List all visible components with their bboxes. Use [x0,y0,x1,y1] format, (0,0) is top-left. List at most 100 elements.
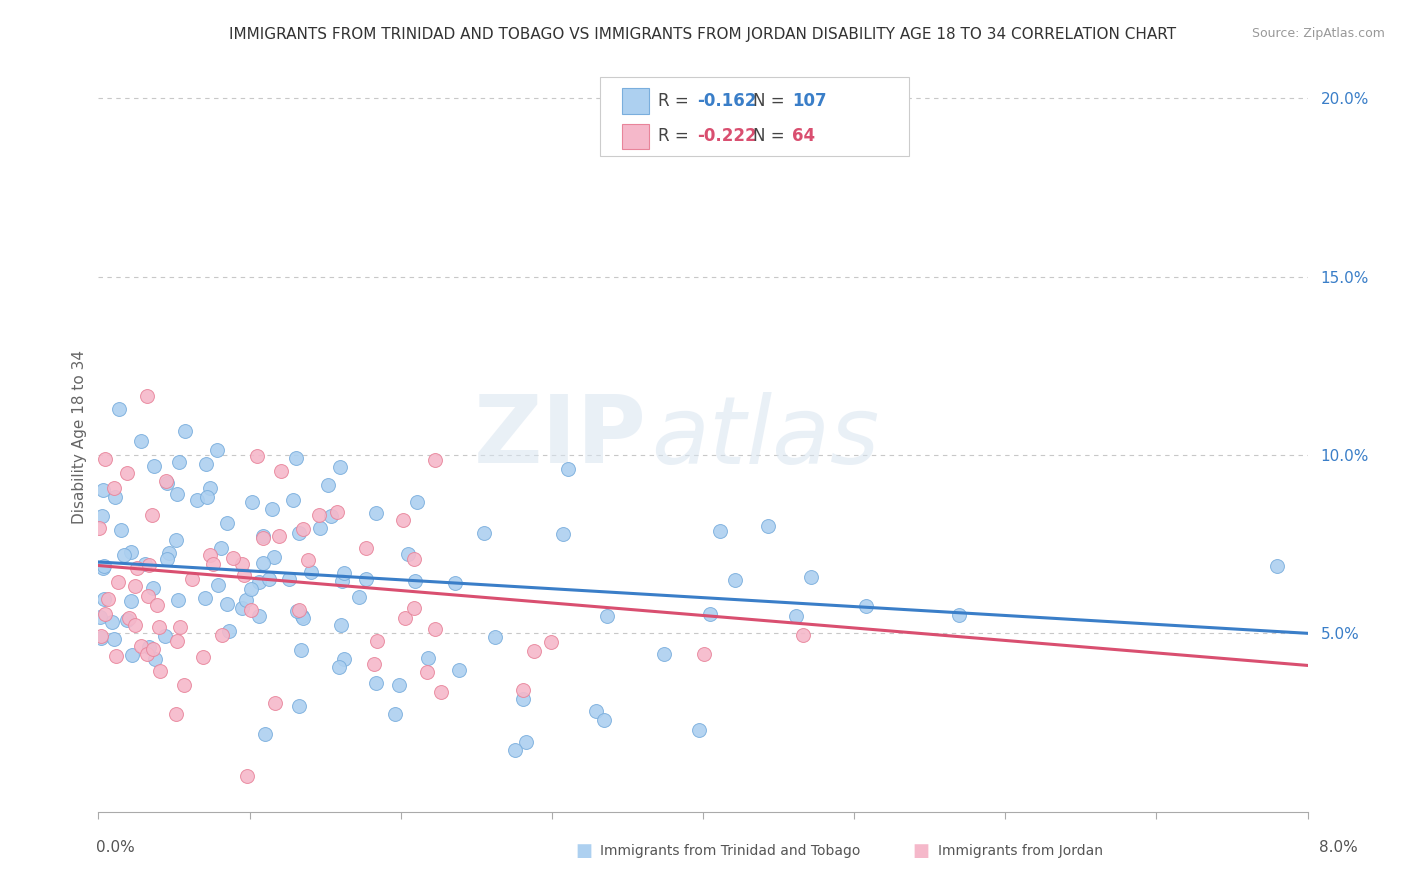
Point [202,558,225,572]
Point [425,453,447,467]
Point [299,565,322,579]
Point [596,609,619,624]
Point [240,602,263,616]
Point [124,579,146,593]
Point [107,575,129,590]
Text: -0.222: -0.222 [697,128,756,145]
Point [93,559,115,574]
Point [235,593,257,607]
Point [515,735,537,749]
Point [125,561,148,575]
Point [288,526,311,541]
Point [396,547,419,561]
Point [167,455,190,469]
Text: 0.0%: 0.0% [96,840,135,855]
Point [247,575,270,590]
Point [104,490,127,504]
Point [652,647,675,661]
Point [415,665,437,679]
Point [155,476,177,491]
Point [364,675,387,690]
Point [290,643,312,657]
Point [512,692,534,706]
Point [402,552,425,566]
Point [146,598,169,612]
Point [354,541,377,555]
Text: ■: ■ [575,842,592,860]
Point [217,597,239,611]
Point [153,629,176,643]
Point [756,519,779,533]
Point [207,578,229,592]
Point [124,617,146,632]
Point [444,575,467,590]
Text: N =: N = [752,128,789,145]
Point [551,527,574,541]
Point [246,449,269,463]
Point [110,523,132,537]
Point [688,723,710,737]
Point [252,556,274,570]
Point [252,529,274,543]
Point [94,607,117,622]
Point [236,769,259,783]
Point [89,610,111,624]
Point [103,632,125,646]
FancyBboxPatch shape [621,124,648,149]
Point [418,651,440,665]
Point [318,478,340,492]
Point [709,524,731,539]
Point [449,663,471,677]
Point [267,529,290,543]
Point [333,566,356,581]
Point [211,628,233,642]
Point [792,628,814,642]
Point [101,615,124,629]
Point [91,483,114,497]
Point [484,631,506,645]
Point [198,481,221,495]
Point [247,608,270,623]
Text: 64: 64 [793,128,815,145]
Point [148,664,170,678]
Text: Immigrants from Trinidad and Tobago: Immigrants from Trinidad and Tobago [600,844,860,858]
Point [347,590,370,604]
Point [291,608,314,623]
Point [319,509,342,524]
Point [117,613,139,627]
Point [209,541,232,556]
Text: Immigrants from Jordan: Immigrants from Jordan [938,844,1102,858]
Text: ZIP: ZIP [474,391,647,483]
Point [217,516,239,530]
Point [384,706,406,721]
Point [89,521,111,535]
Point [291,522,314,536]
Point [231,600,253,615]
Point [366,634,388,648]
Point [540,635,562,649]
Point [165,706,187,721]
Point [156,552,179,566]
Point [278,573,301,587]
Point [142,642,165,657]
Point [503,743,526,757]
Point [329,617,352,632]
Point [405,494,427,508]
Point [948,607,970,622]
Point [297,553,319,567]
Point [326,504,349,518]
Point [328,660,350,674]
Point [118,611,141,625]
Text: 8.0%: 8.0% [1319,840,1358,855]
Point [93,560,115,574]
Point [308,508,330,523]
Point [195,458,218,472]
Point [232,568,254,582]
Text: -0.162: -0.162 [697,92,756,110]
Point [240,494,263,508]
Point [329,460,352,475]
Point [205,443,228,458]
Point [195,490,218,504]
Y-axis label: Disability Age 18 to 34: Disability Age 18 to 34 [72,350,87,524]
Point [105,649,128,664]
